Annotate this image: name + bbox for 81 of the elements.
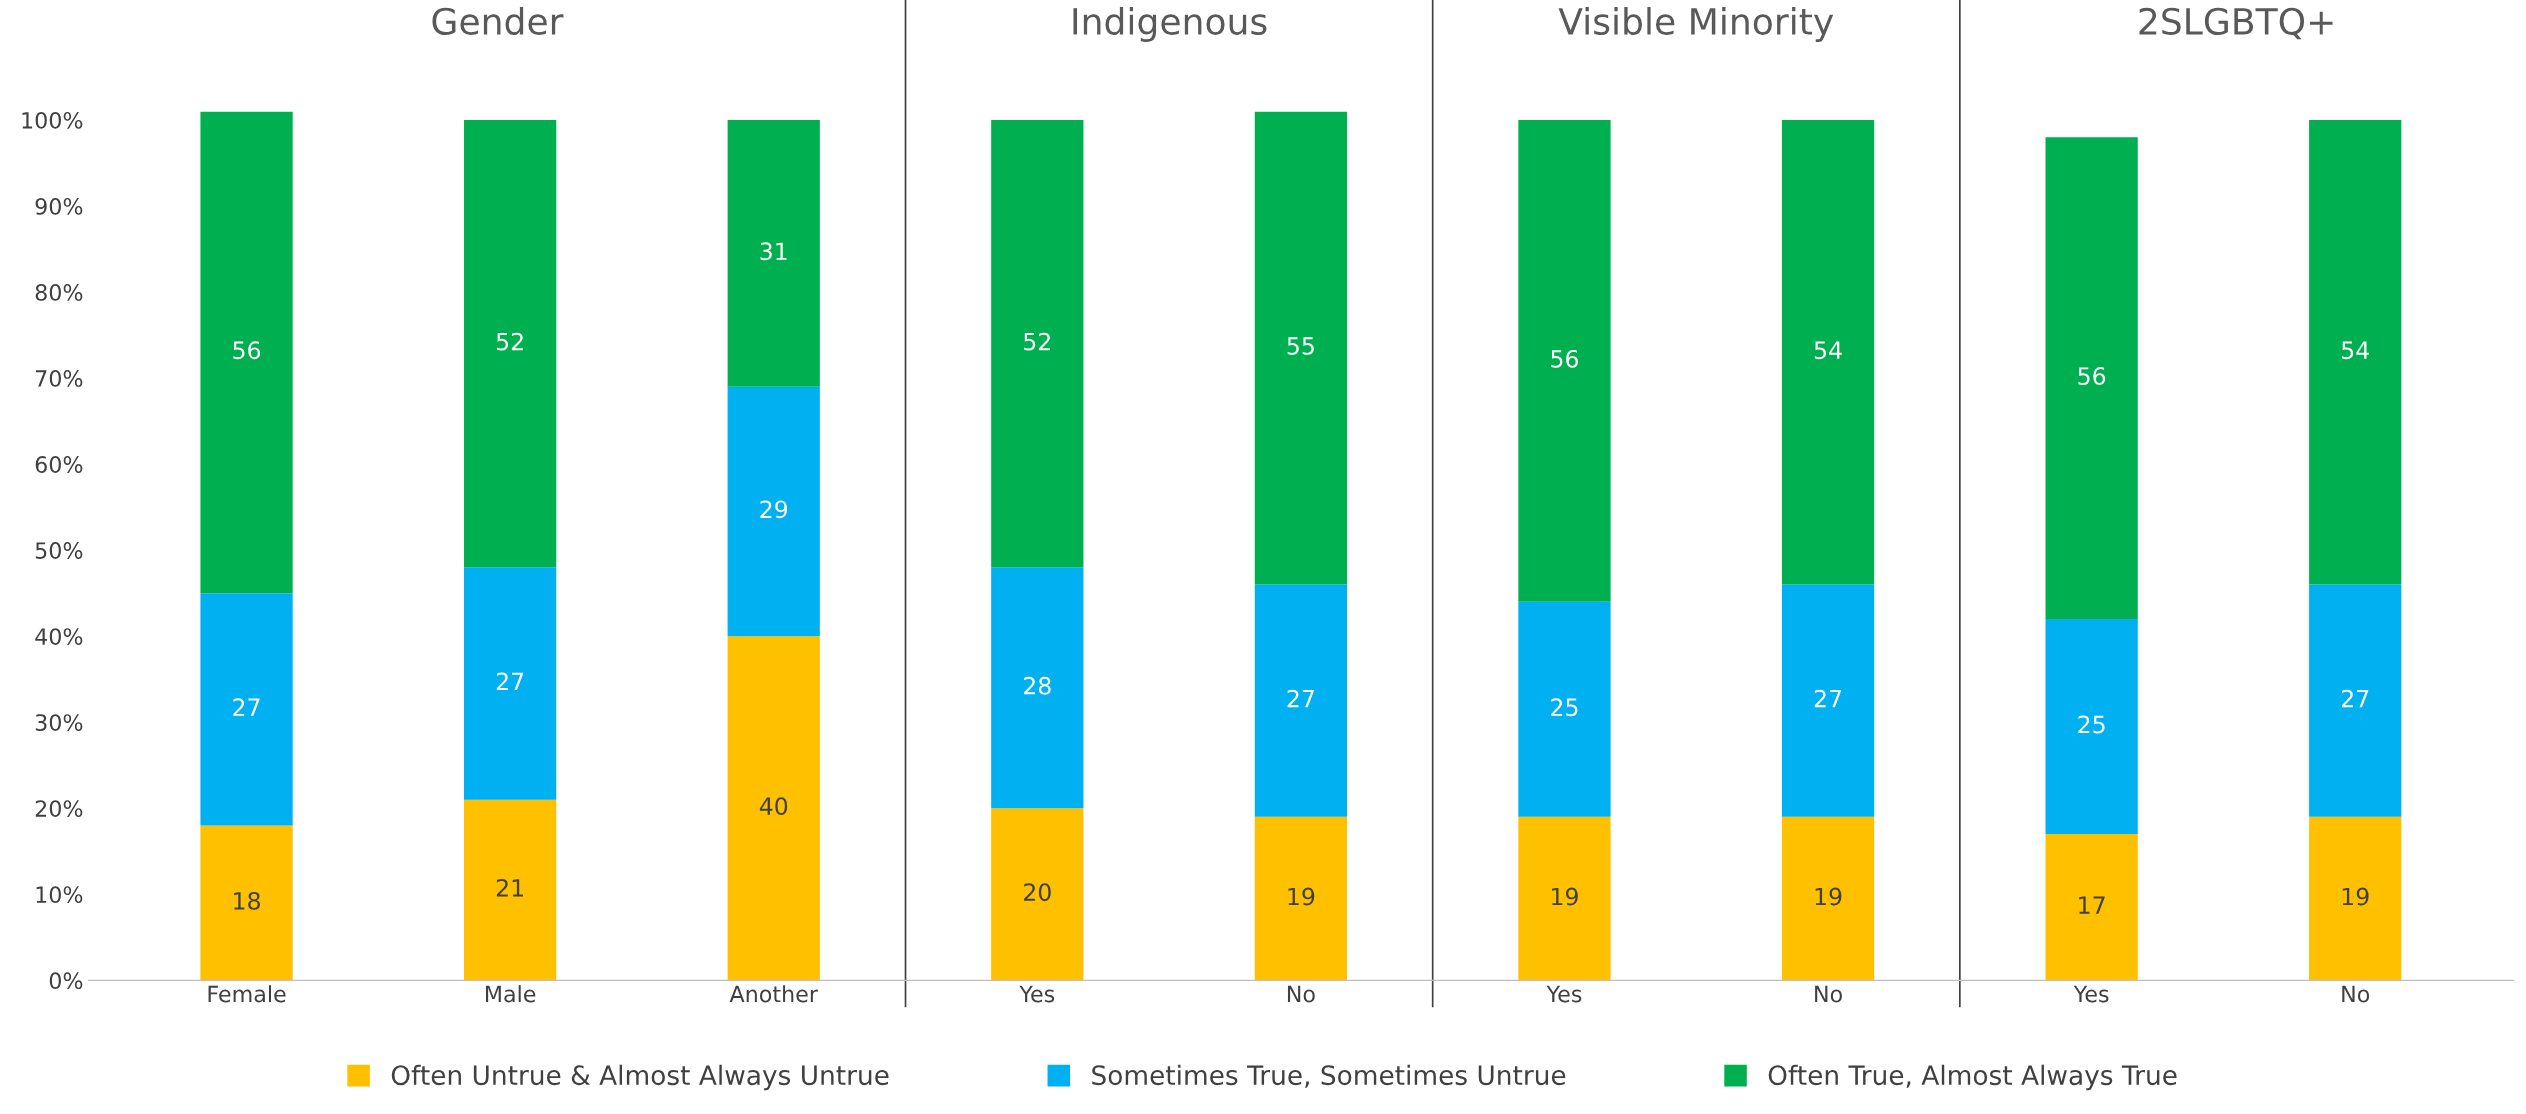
data-label: 27	[2341, 689, 2369, 708]
y-tick-label: 0%	[49, 972, 83, 990]
y-tick-label: 60%	[35, 456, 83, 473]
data-label: 56	[1551, 349, 1579, 368]
data-label: 31	[760, 242, 787, 261]
data-label: 19	[1288, 887, 1315, 906]
y-tick-label: 80%	[35, 284, 83, 301]
y-tick-label: 10%	[36, 886, 83, 904]
x-tick-label: Yes	[2073, 985, 2109, 1003]
bar	[2045, 137, 2138, 619]
bar	[200, 593, 293, 826]
data-label: 27	[1814, 689, 1842, 708]
data-label: 21	[496, 878, 523, 897]
x-tick-label: Yes	[1019, 985, 1055, 1003]
bar	[1254, 584, 1348, 817]
bar	[991, 808, 1084, 981]
text: Gender	[432, 7, 564, 35]
bar	[1781, 120, 1875, 585]
data-label: 18	[234, 891, 260, 910]
bar	[464, 120, 557, 568]
bar	[2045, 834, 2138, 981]
data-label: 27	[496, 672, 524, 691]
x-tick-label: No	[2342, 985, 2370, 1003]
x-tick-label: Male	[486, 985, 536, 1003]
bar	[2309, 584, 2402, 817]
legend-label: Often True, Almost Always True	[1768, 1064, 2177, 1091]
x-tick-label: Female	[208, 985, 286, 1003]
bar	[200, 825, 293, 981]
y-tick-label: 30%	[35, 714, 83, 731]
bar	[727, 386, 820, 637]
x-tick-label: No	[1287, 985, 1315, 1003]
data-label: 56	[233, 341, 261, 360]
data-label: 52	[1024, 332, 1050, 351]
y-tick-label: 100%	[22, 111, 83, 129]
bar	[1254, 111, 1348, 585]
bar	[1518, 120, 1611, 602]
y-tick-label: 90%	[35, 197, 83, 215]
data-label: 25	[2078, 715, 2105, 734]
bar	[727, 636, 820, 981]
text: Visible Minority	[1558, 7, 1834, 42]
bar	[464, 567, 557, 800]
data-label: 40	[759, 797, 788, 816]
data-label: 54	[1814, 341, 1842, 360]
data-label: 54	[2342, 341, 2369, 360]
data-label: 56	[2078, 367, 2106, 385]
bar	[1781, 816, 1875, 981]
data-label: 19	[1552, 887, 1578, 906]
data-label: 19	[1815, 887, 1842, 906]
data-label: 20	[1024, 883, 1051, 902]
y-tick-label: 70%	[35, 370, 83, 387]
bar	[200, 111, 293, 594]
legend-label: Sometimes True, Sometimes Untrue	[1092, 1064, 1566, 1088]
data-label: 28	[1024, 676, 1051, 695]
y-tick-label: 50%	[35, 542, 83, 559]
data-label: 25	[1551, 698, 1578, 717]
x-tick-label: Yes	[1546, 985, 1582, 1003]
data-label: 27	[1287, 689, 1314, 708]
bar	[991, 567, 1084, 809]
data-label: 55	[1287, 337, 1314, 355]
bar	[1518, 601, 1611, 817]
text: 2SLGBTQ+	[2139, 7, 2333, 40]
data-label: 29	[760, 500, 788, 519]
text: Indigenous	[1073, 7, 1267, 42]
data-label: 17	[2079, 896, 2105, 914]
bar	[2309, 120, 2402, 585]
data-label: 27	[233, 698, 260, 716]
bar	[2045, 618, 2138, 835]
bar	[464, 799, 557, 981]
bar	[991, 120, 1084, 568]
x-tick-label: Another	[729, 985, 818, 1003]
y-tick-label: 20%	[35, 800, 83, 818]
bar	[1518, 816, 1611, 981]
bar	[727, 120, 820, 387]
data-label: 19	[2342, 887, 2369, 906]
x-tick-label: No	[1815, 985, 1842, 1003]
data-label: 52	[496, 332, 523, 351]
bar	[1254, 816, 1348, 981]
legend-label: Often Untrue & Almost Always Untrue	[391, 1064, 889, 1091]
bar	[2309, 816, 2402, 981]
bar	[1781, 584, 1875, 817]
y-tick-label: 40%	[35, 628, 83, 645]
